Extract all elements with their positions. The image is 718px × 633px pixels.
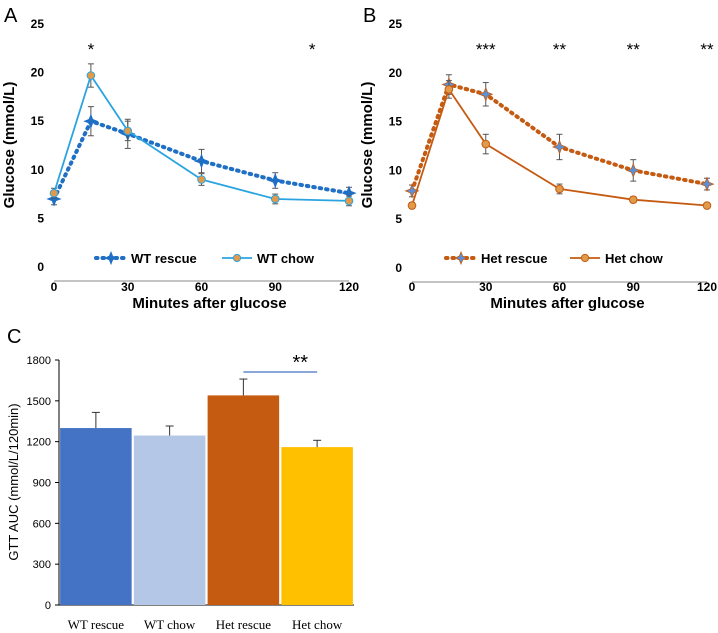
data-point [628, 195, 638, 204]
x-tick-label: 120 [697, 280, 717, 294]
data-point [83, 113, 99, 129]
panel-a: A 0 5 10 15 20 25 0 30 60 90 120 Minutes after gluco… [1, 5, 359, 312]
data-point [197, 175, 206, 184]
legend-label: WT rescue [131, 251, 197, 266]
y-tick-label: 1500 [27, 396, 51, 408]
series-line [410, 82, 709, 193]
legend-item: Het chow [570, 251, 664, 266]
panel-c: C 0 300 600 900 1200 1500 1800 GTT AUC (mmol/L/1… [6, 326, 354, 632]
series-line [411, 88, 708, 207]
y-axis-title: Glucose (mmol/L) [359, 82, 376, 209]
y-tick-label: 600 [33, 518, 51, 530]
y-tick-label: 10 [31, 163, 45, 177]
y-axis-title: Glucose (mmol/L) [1, 82, 18, 209]
data-point [444, 85, 454, 94]
series-wt-rescue [46, 106, 357, 207]
y-tick-label: 5 [37, 211, 44, 225]
x-tick-label: 30 [121, 280, 135, 294]
significance-marker: ** [292, 352, 308, 374]
x-tick-label: 0 [409, 280, 416, 294]
significance-marker: ** [700, 40, 714, 59]
x-axis-title: Minutes after glucose [132, 295, 286, 312]
y-tick-label: 15 [31, 114, 45, 128]
significance-marker: *** [476, 40, 496, 59]
bar-het-chow [281, 447, 353, 605]
series-het-rescue [404, 74, 715, 199]
y-tick-label: 900 [33, 478, 51, 490]
significance-marker: * [88, 40, 95, 59]
legend-label: Het rescue [481, 251, 547, 266]
data-point [555, 184, 564, 194]
y-tick-label: 0 [395, 261, 402, 275]
legend-item: WT chow [222, 251, 315, 266]
category-label: WT chow [144, 617, 196, 632]
x-tick-label: 120 [339, 280, 359, 294]
y-tick-label: 20 [31, 66, 45, 80]
data-point [481, 139, 491, 149]
series-line [52, 119, 351, 201]
x-tick-label: 90 [269, 280, 283, 294]
bar-wt-chow [133, 435, 206, 605]
data-point [193, 153, 210, 169]
bar-wt-rescue [60, 428, 132, 605]
x-tick-label: 90 [627, 280, 641, 294]
data-point [699, 176, 715, 192]
y-tick-label: 5 [395, 212, 402, 226]
category-label: Het rescue [216, 617, 271, 632]
y-tick-label: 1200 [27, 437, 51, 449]
x-tick-label: 60 [553, 280, 567, 294]
data-point [478, 86, 494, 102]
x-tick-label: 0 [51, 280, 58, 294]
panel-letter-b: B [363, 5, 376, 27]
y-tick-label: 25 [31, 17, 45, 31]
legend-marker [232, 253, 242, 263]
y-tick-label: 20 [389, 66, 403, 80]
data-point [702, 201, 712, 210]
data-point [123, 126, 133, 136]
series-wt-chow [49, 63, 354, 207]
legend-marker [103, 250, 119, 266]
y-tick-label: 300 [33, 559, 51, 571]
legend-label: WT chow [257, 251, 315, 266]
data-point [625, 162, 641, 178]
data-point [267, 172, 283, 189]
category-label: Het chow [292, 617, 343, 632]
y-tick-label: 0 [45, 600, 51, 612]
legend-label: Het chow [605, 251, 664, 266]
y-tick-label: 0 [37, 260, 44, 274]
panel-letter-a: A [4, 5, 18, 27]
data-point [270, 194, 280, 204]
significance-marker: ** [627, 40, 641, 59]
panel-letter-c: C [7, 326, 21, 348]
data-point [49, 188, 59, 198]
x-axis-title: Minutes after glucose [490, 295, 644, 312]
series-line [53, 74, 350, 202]
significance-marker: * [309, 40, 316, 59]
bar-het-rescue [207, 395, 280, 605]
data-point [551, 139, 568, 155]
panel-b: B 0 5 10 15 20 25 0 30 60 90 120 Minutes after gluco… [359, 5, 717, 312]
y-axis-title: GTT AUC (mmol/L/120min) [6, 403, 21, 560]
data-point [407, 201, 417, 210]
y-tick-label: 1800 [27, 355, 51, 367]
data-point [86, 71, 96, 80]
x-tick-label: 60 [195, 280, 209, 294]
series-het-chow [407, 80, 712, 210]
data-point [404, 183, 420, 199]
data-point [46, 191, 62, 207]
y-tick-label: 25 [389, 17, 403, 31]
significance-marker: ** [553, 40, 567, 59]
legend-item: Het rescue [444, 250, 547, 266]
category-label: WT rescue [68, 617, 125, 632]
data-point [344, 196, 354, 206]
y-tick-label: 15 [389, 115, 403, 129]
x-tick-label: 30 [479, 280, 493, 294]
legend-item: WT rescue [94, 250, 197, 266]
legend-marker [453, 250, 469, 266]
y-tick-label: 10 [389, 163, 403, 177]
legend-marker [580, 253, 590, 263]
